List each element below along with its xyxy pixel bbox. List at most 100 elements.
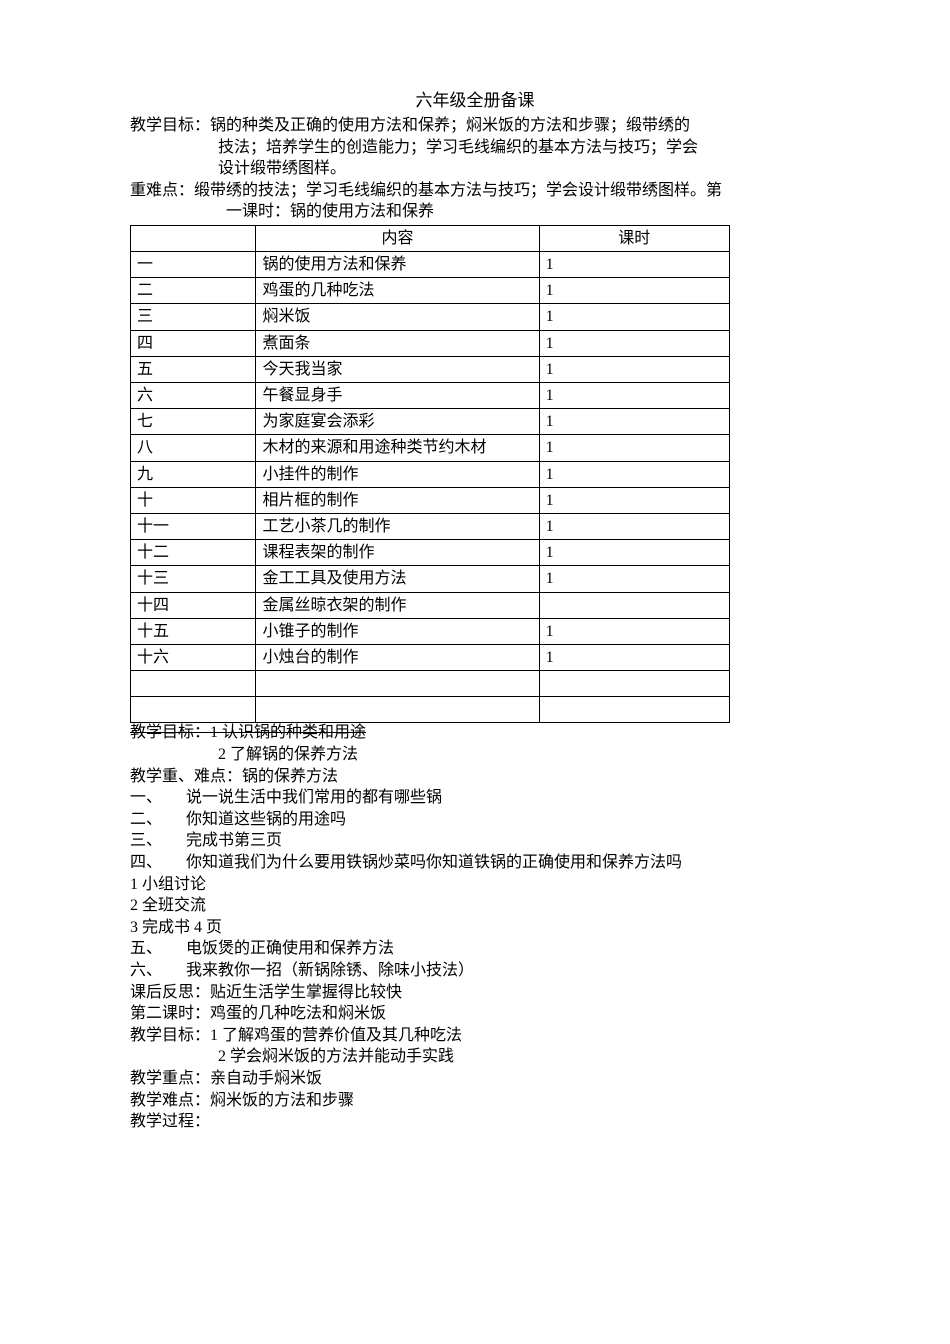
body-l18: 教学难点：焖米饭的方法和步骤	[130, 1090, 820, 1112]
cell	[256, 697, 539, 723]
table-row: 十三金工工具及使用方法1	[131, 566, 730, 592]
table-row: 九小挂件的制作1	[131, 461, 730, 487]
table-row: 十六小烛台的制作1	[131, 644, 730, 670]
cell: 今天我当家	[256, 356, 539, 382]
body-l15: 教学目标：1 了解鸡蛋的营养价值及其几种吃法	[130, 1025, 820, 1047]
cell: 十	[131, 487, 256, 513]
teaching-goal-line2: 技法；培养学生的创造能力；学习毛线编织的基本方法与技巧；学会	[130, 137, 820, 159]
cell: 1	[539, 304, 729, 330]
table-row: 三焖米饭1	[131, 304, 730, 330]
table-row: 十五小锥子的制作1	[131, 618, 730, 644]
cell: 1	[539, 513, 729, 539]
table-row: 五今天我当家1	[131, 356, 730, 382]
body-l13: 课后反思：贴近生活学生掌握得比较快	[130, 982, 820, 1004]
cell: 一	[131, 252, 256, 278]
teaching-goal-line3: 设计缎带绣图样。	[130, 158, 820, 180]
cell: 1	[539, 356, 729, 382]
body-l12: 六、 我来教你一招（新锅除锈、除味小技法）	[130, 960, 820, 982]
cell: 1	[539, 487, 729, 513]
cell: 金属丝晾衣架的制作	[256, 592, 539, 618]
hard-point-line2: 一课时：锅的使用方法和保养	[130, 201, 820, 223]
cell: 十二	[131, 540, 256, 566]
body-l6: 三、 完成书第三页	[130, 830, 820, 852]
body-l17: 教学重点：亲自动手焖米饭	[130, 1068, 820, 1090]
cell: 十五	[131, 618, 256, 644]
cell	[131, 697, 256, 723]
cell: 十三	[131, 566, 256, 592]
cell: 1	[539, 252, 729, 278]
cell: 木材的来源和用途种类节约木材	[256, 435, 539, 461]
cell	[256, 671, 539, 697]
cell	[131, 671, 256, 697]
cell: 七	[131, 409, 256, 435]
cell: 小挂件的制作	[256, 461, 539, 487]
th-blank	[131, 225, 256, 251]
course-table: 内容 课时 一锅的使用方法和保养1 二鸡蛋的几种吃法1 三焖米饭1 四煮面条1 …	[130, 225, 730, 724]
table-header-row: 内容 课时	[131, 225, 730, 251]
cell: 1	[539, 383, 729, 409]
table-row: 十二课程表架的制作1	[131, 540, 730, 566]
cell: 1	[539, 278, 729, 304]
cell: 煮面条	[256, 330, 539, 356]
cell: 为家庭宴会添彩	[256, 409, 539, 435]
body-l19: 教学过程：	[130, 1111, 820, 1133]
goal-text1: 锅的种类及正确的使用方法和保养；焖米饭的方法和步骤；缎带绣的	[210, 117, 690, 134]
cell: 三	[131, 304, 256, 330]
goal-label: 教学目标：	[130, 117, 210, 134]
body-l4: 一、 说一说生活中我们常用的都有哪些锅	[130, 787, 820, 809]
body-l5: 二、 你知道这些锅的用途吗	[130, 809, 820, 831]
cell: 小烛台的制作	[256, 644, 539, 670]
body-l9: 2 全班交流	[130, 895, 820, 917]
cell: 1	[539, 644, 729, 670]
cell: 1	[539, 540, 729, 566]
table-row: 一锅的使用方法和保养1	[131, 252, 730, 278]
body-l2: 2 了解锅的保养方法	[130, 744, 820, 766]
cell: 焖米饭	[256, 304, 539, 330]
table-row: 六午餐显身手1	[131, 383, 730, 409]
cell: 鸡蛋的几种吃法	[256, 278, 539, 304]
th-hours: 课时	[539, 225, 729, 251]
cell: 金工工具及使用方法	[256, 566, 539, 592]
cell: 午餐显身手	[256, 383, 539, 409]
cell	[539, 592, 729, 618]
body-l16: 2 学会焖米饭的方法并能动手实践	[130, 1046, 820, 1068]
cell: 相片框的制作	[256, 487, 539, 513]
cell: 十四	[131, 592, 256, 618]
cell: 1	[539, 618, 729, 644]
table-row: 十四金属丝晾衣架的制作	[131, 592, 730, 618]
table-row: 七为家庭宴会添彩1	[131, 409, 730, 435]
cell: 1	[539, 566, 729, 592]
cell: 九	[131, 461, 256, 487]
body-l8: 1 小组讨论	[130, 874, 820, 896]
cell: 工艺小茶几的制作	[256, 513, 539, 539]
table-row: 十一工艺小茶几的制作1	[131, 513, 730, 539]
table-row: 二鸡蛋的几种吃法1	[131, 278, 730, 304]
cell: 课程表架的制作	[256, 540, 539, 566]
cell: 五	[131, 356, 256, 382]
th-content: 内容	[256, 225, 539, 251]
cell: 1	[539, 461, 729, 487]
cell: 1	[539, 330, 729, 356]
table-row	[131, 697, 730, 723]
teaching-goal-line1: 教学目标：锅的种类及正确的使用方法和保养；焖米饭的方法和步骤；缎带绣的	[130, 115, 820, 137]
body-l14: 第二课时：鸡蛋的几种吃法和焖米饭	[130, 1003, 820, 1025]
body-l7: 四、 你知道我们为什么要用铁锅炒菜吗你知道铁锅的正确使用和保养方法吗	[130, 852, 820, 874]
doc-title: 六年级全册备课	[130, 90, 820, 113]
hard-label: 重难点：	[130, 182, 194, 199]
table-row: 八木材的来源和用途种类节约木材1	[131, 435, 730, 461]
table-row	[131, 671, 730, 697]
body-l10: 3 完成书 4 页	[130, 917, 820, 939]
hard-point-line1: 重难点：缎带绣的技法；学习毛线编织的基本方法与技巧；学会设计缎带绣图样。第	[130, 180, 820, 202]
body-l11: 五、 电饭煲的正确使用和保养方法	[130, 938, 820, 960]
hard-text1: 缎带绣的技法；学习毛线编织的基本方法与技巧；学会设计缎带绣图样。第	[194, 182, 722, 199]
body-l3: 教学重、难点：锅的保养方法	[130, 766, 820, 788]
cell: 十一	[131, 513, 256, 539]
cell: 1	[539, 435, 729, 461]
cell: 六	[131, 383, 256, 409]
table-row: 十相片框的制作1	[131, 487, 730, 513]
cell: 锅的使用方法和保养	[256, 252, 539, 278]
cell: 小锥子的制作	[256, 618, 539, 644]
cell: 四	[131, 330, 256, 356]
table-row: 四煮面条1	[131, 330, 730, 356]
cell: 1	[539, 409, 729, 435]
